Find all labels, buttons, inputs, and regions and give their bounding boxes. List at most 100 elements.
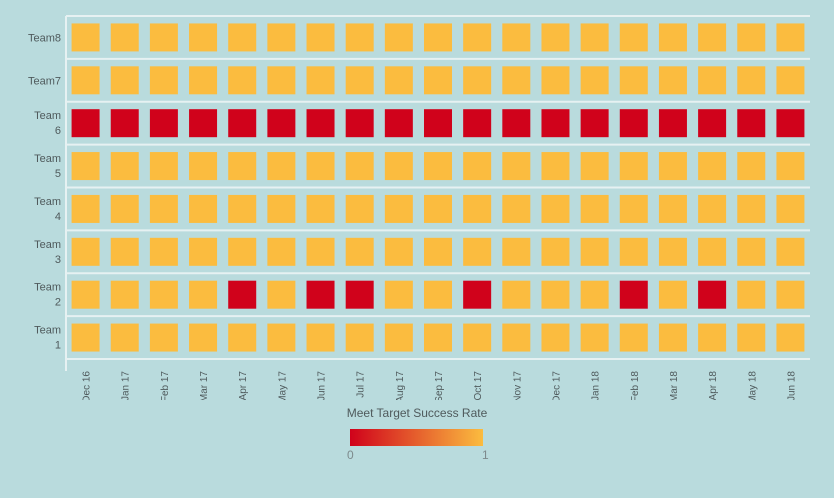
heatmap-cell[interactable] <box>424 66 452 95</box>
heatmap-cell[interactable] <box>502 152 531 181</box>
heatmap-cell[interactable] <box>189 152 218 181</box>
heatmap-cell[interactable] <box>737 152 766 181</box>
heatmap-cell[interactable] <box>463 109 492 138</box>
heatmap-cell[interactable] <box>737 23 766 52</box>
heatmap-cell[interactable] <box>189 66 218 95</box>
heatmap-cell[interactable] <box>149 23 178 52</box>
heatmap-cell[interactable] <box>502 280 531 309</box>
heatmap-cell[interactable] <box>345 323 374 352</box>
heatmap-cell[interactable] <box>228 152 257 181</box>
heatmap-cell[interactable] <box>189 194 218 223</box>
heatmap-cell[interactable] <box>737 237 766 266</box>
heatmap-cell[interactable] <box>658 109 687 138</box>
heatmap-cell[interactable] <box>502 237 531 266</box>
heatmap-cell[interactable] <box>541 323 570 352</box>
heatmap-cell[interactable] <box>541 237 570 266</box>
heatmap-cell[interactable] <box>698 152 727 181</box>
heatmap-cell[interactable] <box>189 237 218 266</box>
heatmap-cell[interactable] <box>776 152 805 181</box>
heatmap-cell[interactable] <box>424 323 452 352</box>
heatmap-cell[interactable] <box>306 23 335 52</box>
heatmap-cell[interactable] <box>149 152 178 181</box>
heatmap-cell[interactable] <box>737 66 766 95</box>
heatmap-cell[interactable] <box>384 237 413 266</box>
heatmap-cell[interactable] <box>619 152 648 181</box>
heatmap-cell[interactable] <box>306 280 335 309</box>
heatmap-cell[interactable] <box>580 280 609 309</box>
heatmap-cell[interactable] <box>619 323 648 352</box>
heatmap-cell[interactable] <box>228 323 257 352</box>
heatmap-cell[interactable] <box>345 194 374 223</box>
heatmap-cell[interactable] <box>698 66 727 95</box>
heatmap-cell[interactable] <box>776 237 805 266</box>
heatmap-cell[interactable] <box>345 152 374 181</box>
heatmap-cell[interactable] <box>71 66 100 95</box>
heatmap-cell[interactable] <box>737 323 766 352</box>
heatmap-cell[interactable] <box>698 109 727 138</box>
heatmap-cell[interactable] <box>541 23 570 52</box>
heatmap-cell[interactable] <box>463 23 492 52</box>
heatmap-cell[interactable] <box>149 237 178 266</box>
heatmap-cell[interactable] <box>228 280 257 309</box>
heatmap-cell[interactable] <box>424 152 452 181</box>
heatmap-cell[interactable] <box>619 23 648 52</box>
heatmap-cell[interactable] <box>502 66 531 95</box>
heatmap-cell[interactable] <box>228 109 257 138</box>
heatmap-cell[interactable] <box>345 237 374 266</box>
heatmap-cell[interactable] <box>267 23 296 52</box>
heatmap-cell[interactable] <box>737 280 766 309</box>
heatmap-cell[interactable] <box>71 194 100 223</box>
heatmap-cell[interactable] <box>110 237 139 266</box>
heatmap-cell[interactable] <box>658 280 687 309</box>
heatmap-cell[interactable] <box>384 109 413 138</box>
heatmap-cell[interactable] <box>267 280 296 309</box>
heatmap-cell[interactable] <box>580 323 609 352</box>
heatmap-cell[interactable] <box>149 323 178 352</box>
heatmap-cell[interactable] <box>776 323 805 352</box>
heatmap-cell[interactable] <box>110 23 139 52</box>
heatmap-cell[interactable] <box>541 194 570 223</box>
heatmap-cell[interactable] <box>384 323 413 352</box>
heatmap-cell[interactable] <box>110 280 139 309</box>
heatmap-cell[interactable] <box>306 194 335 223</box>
heatmap-cell[interactable] <box>580 23 609 52</box>
heatmap-cell[interactable] <box>698 280 727 309</box>
heatmap-cell[interactable] <box>306 323 335 352</box>
heatmap-cell[interactable] <box>267 152 296 181</box>
heatmap-cell[interactable] <box>228 194 257 223</box>
heatmap-cell[interactable] <box>502 109 531 138</box>
heatmap-cell[interactable] <box>306 152 335 181</box>
heatmap-cell[interactable] <box>384 23 413 52</box>
heatmap-cell[interactable] <box>267 194 296 223</box>
heatmap-cell[interactable] <box>345 66 374 95</box>
heatmap-cell[interactable] <box>228 237 257 266</box>
heatmap-cell[interactable] <box>776 194 805 223</box>
heatmap-cell[interactable] <box>345 23 374 52</box>
heatmap-cell[interactable] <box>658 194 687 223</box>
heatmap-cell[interactable] <box>110 109 139 138</box>
heatmap-cell[interactable] <box>110 194 139 223</box>
heatmap-cell[interactable] <box>698 237 727 266</box>
heatmap-cell[interactable] <box>463 323 492 352</box>
heatmap-cell[interactable] <box>424 23 452 52</box>
heatmap-cell[interactable] <box>502 323 531 352</box>
heatmap-cell[interactable] <box>71 237 100 266</box>
heatmap-cell[interactable] <box>698 23 727 52</box>
heatmap-cell[interactable] <box>463 66 492 95</box>
heatmap-cell[interactable] <box>267 109 296 138</box>
heatmap-cell[interactable] <box>306 237 335 266</box>
heatmap-cell[interactable] <box>384 194 413 223</box>
heatmap-cell[interactable] <box>658 237 687 266</box>
heatmap-cell[interactable] <box>424 194 452 223</box>
heatmap-cell[interactable] <box>502 194 531 223</box>
heatmap-cell[interactable] <box>698 194 727 223</box>
heatmap-cell[interactable] <box>658 66 687 95</box>
heatmap-cell[interactable] <box>619 237 648 266</box>
heatmap-cell[interactable] <box>267 323 296 352</box>
heatmap-cell[interactable] <box>189 280 218 309</box>
heatmap-cell[interactable] <box>776 23 805 52</box>
heatmap-cell[interactable] <box>658 23 687 52</box>
heatmap-cell[interactable] <box>541 109 570 138</box>
heatmap-cell[interactable] <box>580 109 609 138</box>
heatmap-cell[interactable] <box>541 152 570 181</box>
